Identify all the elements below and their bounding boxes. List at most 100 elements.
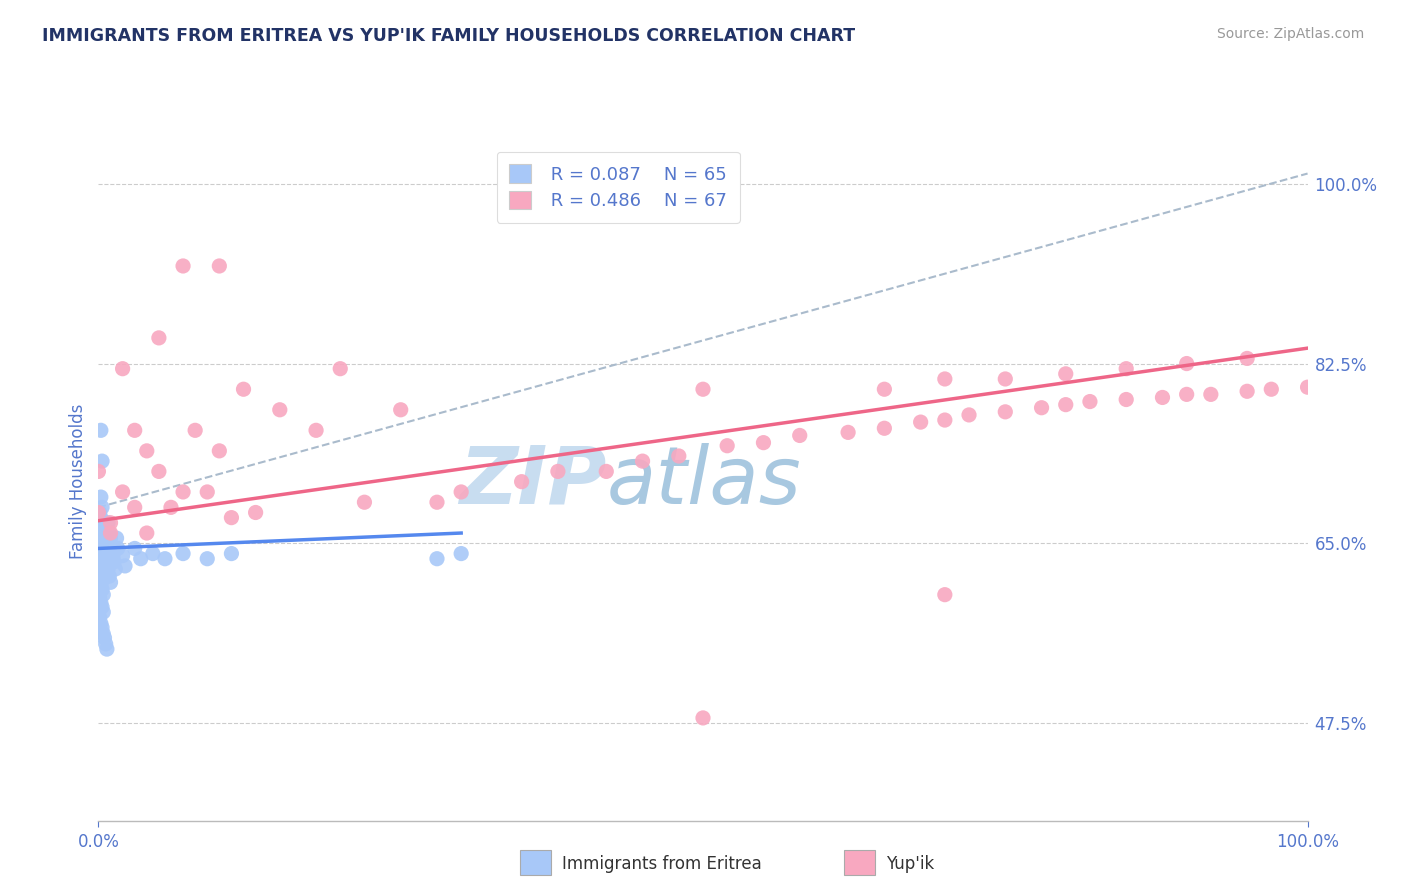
Text: ZIP: ZIP <box>458 442 606 521</box>
Point <box>934 372 956 386</box>
Point <box>91 621 114 635</box>
Point <box>107 541 129 556</box>
Point <box>692 382 714 396</box>
Point <box>89 575 111 590</box>
Point <box>111 549 134 563</box>
Point <box>98 526 121 541</box>
Point <box>221 547 243 561</box>
Y-axis label: Family Households: Family Households <box>69 404 87 559</box>
Legend:  R = 0.087    N = 65,  R = 0.486    N = 67: R = 0.087 N = 65, R = 0.486 N = 67 <box>496 152 740 223</box>
Point <box>329 361 352 376</box>
Point <box>91 558 114 573</box>
Point <box>208 443 231 458</box>
Point <box>1199 387 1222 401</box>
Point <box>1031 401 1053 415</box>
Point <box>153 551 176 566</box>
Point <box>426 551 449 566</box>
Point <box>245 506 267 520</box>
Point <box>101 549 124 563</box>
Point <box>221 510 243 524</box>
Point <box>994 405 1017 419</box>
Point <box>510 475 533 489</box>
Point <box>91 569 114 583</box>
Point <box>97 516 120 530</box>
Point <box>1236 351 1258 366</box>
Point <box>90 565 112 579</box>
Point <box>90 510 112 524</box>
Point <box>1260 382 1282 396</box>
Point <box>716 439 738 453</box>
Point <box>547 464 569 478</box>
Point <box>97 541 120 556</box>
Point <box>1078 394 1101 409</box>
Point <box>450 485 472 500</box>
Point <box>100 526 122 541</box>
Point <box>91 582 114 597</box>
Point <box>957 408 980 422</box>
Text: IMMIGRANTS FROM ERITREA VS YUP'IK FAMILY HOUSEHOLDS CORRELATION CHART: IMMIGRANTS FROM ERITREA VS YUP'IK FAMILY… <box>42 27 855 45</box>
Point <box>103 555 125 569</box>
Point <box>89 549 111 563</box>
Point <box>934 588 956 602</box>
Point <box>93 631 115 645</box>
Point <box>631 454 654 468</box>
Point <box>90 423 112 437</box>
Point <box>91 517 114 532</box>
Text: atlas: atlas <box>606 442 801 521</box>
Point <box>90 526 112 541</box>
Point <box>98 549 121 563</box>
Point <box>91 516 114 530</box>
Point <box>208 259 231 273</box>
Point <box>124 423 146 437</box>
Point <box>1115 361 1137 376</box>
Point <box>91 500 114 515</box>
Point <box>752 435 775 450</box>
Point <box>353 495 375 509</box>
Point <box>91 599 114 614</box>
Point <box>692 711 714 725</box>
Point <box>1236 384 1258 399</box>
Point <box>172 547 194 561</box>
Point <box>90 551 112 566</box>
Point <box>89 591 111 605</box>
Point <box>89 506 111 520</box>
Point <box>148 464 170 478</box>
Point <box>100 516 122 530</box>
Point <box>91 572 114 586</box>
Point <box>114 558 136 573</box>
Point <box>994 372 1017 386</box>
Point <box>389 402 412 417</box>
Point <box>91 531 114 545</box>
Point <box>692 177 714 191</box>
Point <box>195 485 218 500</box>
Point <box>91 588 114 602</box>
Point <box>100 531 122 545</box>
Point <box>269 402 291 417</box>
Point <box>96 642 118 657</box>
Point <box>90 616 112 631</box>
Point <box>934 413 956 427</box>
Point <box>837 425 859 440</box>
Point <box>100 555 122 569</box>
Point <box>89 610 111 624</box>
Point <box>129 551 152 566</box>
Point <box>426 495 449 509</box>
Point <box>595 464 617 478</box>
Point <box>135 443 157 458</box>
Point <box>91 555 114 569</box>
Point <box>571 177 593 191</box>
Point <box>142 547 165 561</box>
Point <box>160 500 183 515</box>
Point <box>87 464 110 478</box>
Point <box>195 551 218 566</box>
Point <box>873 421 896 435</box>
Text: Source: ZipAtlas.com: Source: ZipAtlas.com <box>1216 27 1364 41</box>
Point <box>305 423 328 437</box>
Point <box>184 423 207 437</box>
Point <box>91 605 114 619</box>
Point <box>91 528 114 542</box>
Point <box>94 637 117 651</box>
Point <box>1175 387 1198 401</box>
Point <box>135 526 157 541</box>
Point <box>873 382 896 396</box>
